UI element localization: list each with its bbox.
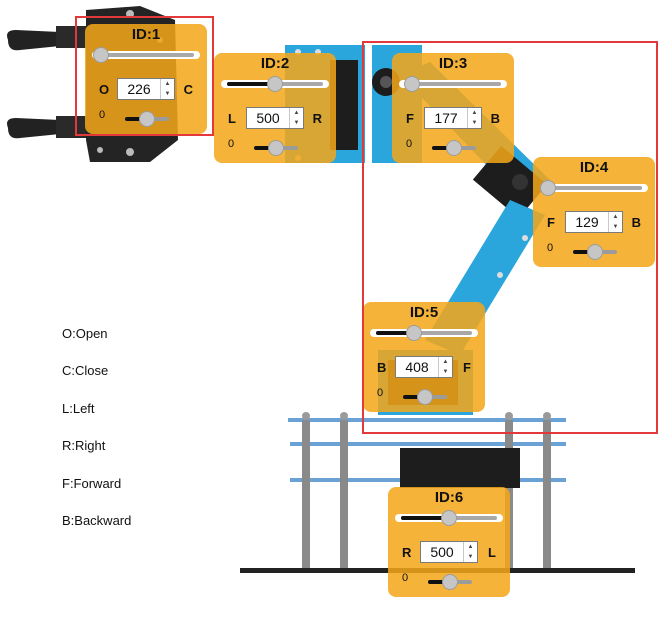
direction-label-right: B [631, 215, 641, 230]
direction-label-right: R [312, 111, 322, 126]
position-slider[interactable] [370, 322, 478, 344]
servo-panel-1: ID:1 O ▲ ▼ C 0 [85, 24, 207, 134]
position-value-input[interactable] [566, 212, 608, 232]
gripper-claws [7, 26, 86, 139]
position-slider[interactable] [221, 73, 329, 95]
spin-up-icon[interactable]: ▲ [293, 110, 300, 116]
position-spinbox[interactable]: ▲ ▼ [395, 356, 453, 378]
legend-item: F:Forward [62, 475, 122, 491]
spin-up-icon[interactable]: ▲ [612, 214, 619, 220]
slider-thumb[interactable] [267, 76, 283, 92]
servo-id-label: ID:1 [131, 26, 161, 43]
position-value-input[interactable] [421, 542, 463, 562]
speed-zero-label: 0 [402, 572, 409, 584]
spin-down-icon[interactable]: ▼ [293, 120, 300, 126]
speed-zero-label: 0 [406, 138, 413, 150]
servo-id-label: ID:3 [438, 55, 468, 72]
spin-down-icon[interactable]: ▼ [164, 91, 171, 97]
direction-label-left: F [547, 215, 555, 230]
speed-zero-label: 0 [377, 387, 384, 399]
position-value-input[interactable] [425, 108, 467, 128]
speed-slider[interactable] [428, 571, 472, 593]
position-value-input[interactable] [396, 357, 438, 377]
speed-slider[interactable] [432, 137, 476, 159]
direction-label-right: L [488, 545, 496, 560]
servo-panel-2: ID:2 L ▲ ▼ R 0 [214, 53, 336, 163]
spin-down-icon[interactable]: ▼ [612, 224, 619, 230]
slider-thumb[interactable] [442, 574, 458, 590]
spin-up-icon[interactable]: ▲ [467, 544, 474, 550]
position-spinbox[interactable]: ▲ ▼ [424, 107, 482, 129]
position-value-input[interactable] [118, 79, 160, 99]
speed-zero-label: 0 [547, 242, 554, 254]
servo-panel-3: ID:3 F ▲ ▼ B 0 [392, 53, 514, 163]
spin-up-icon[interactable]: ▲ [164, 81, 171, 87]
spin-down-icon[interactable]: ▼ [442, 369, 449, 375]
speed-zero-label: 0 [228, 138, 235, 150]
spin-up-icon[interactable]: ▲ [442, 359, 449, 365]
legend-item: B:Backward [62, 512, 132, 528]
spin-down-icon[interactable]: ▼ [471, 120, 478, 126]
direction-label-left: B [377, 360, 387, 375]
slider-thumb[interactable] [446, 140, 462, 156]
position-spinbox[interactable]: ▲ ▼ [117, 78, 175, 100]
legend-item: L:Left [62, 400, 95, 416]
spin-down-icon[interactable]: ▼ [467, 554, 474, 560]
slider-thumb[interactable] [539, 180, 556, 196]
direction-label-left: O [99, 82, 110, 97]
spin-up-icon[interactable]: ▲ [471, 110, 478, 116]
position-value-input[interactable] [247, 108, 289, 128]
position-slider[interactable] [399, 73, 507, 95]
speed-slider[interactable] [403, 386, 447, 408]
position-slider[interactable] [395, 507, 503, 529]
slider-thumb[interactable] [406, 325, 423, 341]
speed-slider[interactable] [573, 241, 617, 263]
slider-thumb[interactable] [403, 76, 420, 92]
slider-thumb[interactable] [139, 111, 155, 127]
direction-label-left: R [402, 545, 412, 560]
direction-label-left: L [228, 111, 236, 126]
direction-label-right: F [463, 360, 471, 375]
direction-label-right: B [490, 111, 500, 126]
servo-panel-5: ID:5 B ▲ ▼ F 0 [363, 302, 485, 412]
legend-item: R:Right [62, 438, 106, 454]
servo-panel-6: ID:6 R ▲ ▼ L 0 [388, 487, 510, 597]
legend-item: O:Open [62, 326, 108, 341]
direction-label-right: C [183, 82, 193, 97]
slider-thumb[interactable] [441, 510, 457, 526]
speed-zero-label: 0 [99, 109, 106, 121]
speed-slider[interactable] [125, 108, 169, 130]
speed-slider[interactable] [254, 137, 298, 159]
servo-id-label: ID:2 [260, 55, 290, 72]
position-spinbox[interactable]: ▲ ▼ [565, 211, 623, 233]
servo-id-label: ID:6 [434, 489, 464, 506]
direction-label-left: F [406, 111, 414, 126]
slider-thumb[interactable] [268, 140, 284, 156]
position-slider[interactable] [92, 44, 200, 66]
slider-thumb[interactable] [417, 389, 433, 405]
position-spinbox[interactable]: ▲ ▼ [246, 107, 304, 129]
position-spinbox[interactable]: ▲ ▼ [420, 541, 478, 563]
legend-item: C:Close [62, 363, 109, 379]
slider-thumb[interactable] [587, 244, 603, 260]
direction-legend: O:Open C:Close L:Left R:Right F:Forward … [62, 326, 131, 550]
position-slider[interactable] [539, 177, 648, 199]
servo-id-label: ID:4 [579, 159, 609, 176]
slider-thumb[interactable] [92, 47, 109, 63]
servo-panel-4: ID:4 F ▲ ▼ B 0 [533, 157, 655, 267]
servo-id-label: ID:5 [409, 304, 439, 321]
